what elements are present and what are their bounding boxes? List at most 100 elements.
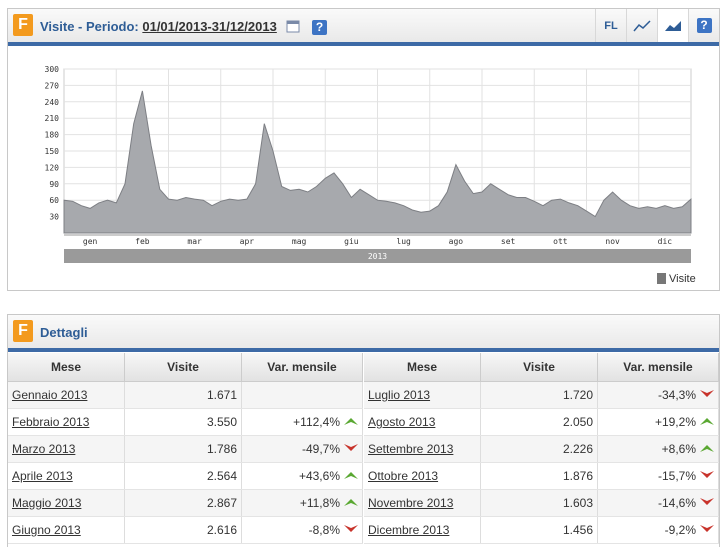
month-link[interactable]: Marzo 2013: [12, 442, 76, 456]
y-tick-label: 240: [45, 98, 60, 107]
var-cell: +11,8%: [241, 489, 363, 517]
trend-down: [700, 390, 714, 397]
trend-down: [700, 525, 714, 532]
x-tick-label: ott: [553, 237, 568, 246]
visits-cell: 1.786: [124, 435, 242, 463]
visits-cell: 1.671: [124, 381, 242, 409]
var-value: +19,2%: [654, 415, 696, 429]
logo: F: [13, 14, 33, 36]
row: Marzo 2013 1.786 -49,7%: [8, 435, 363, 463]
month-link[interactable]: Febbraio 2013: [12, 415, 90, 429]
y-tick-label: 300: [45, 65, 60, 74]
var-value: -15,7%: [657, 469, 696, 483]
fl-button[interactable]: FL: [595, 9, 626, 42]
month-link[interactable]: Luglio 2013: [368, 388, 431, 402]
details-header: F Dettagli: [8, 315, 719, 352]
column-header: Visite: [480, 353, 598, 382]
var-cell: +112,4%: [241, 408, 363, 436]
month-cell: Giugno 2013: [8, 516, 125, 544]
table-left: Mese Visite Var. mensile Gennaio 2013 1.671 F…: [8, 353, 363, 544]
var-cell: -9,2%: [597, 516, 719, 544]
x-tick-label: mag: [292, 237, 307, 246]
help-button[interactable]: ?: [688, 9, 719, 42]
trend-down: [700, 498, 714, 505]
row: Giugno 2013 2.616 -8,8%: [8, 516, 363, 544]
table-right: Mese Visite Var. mensile Luglio 2013 1.720 -3…: [364, 353, 719, 544]
trend-up: [700, 418, 714, 425]
month-cell: Settembre 2013: [364, 435, 481, 463]
row: Dicembre 2013 1.456 -9,2%: [364, 516, 719, 544]
toolbar: FL ?: [595, 9, 719, 42]
month-cell: Gennaio 2013: [8, 381, 125, 409]
period-bar: [64, 249, 691, 263]
month-cell: Luglio 2013: [364, 381, 481, 409]
calendar-icon[interactable]: [286, 19, 300, 33]
trend-up: [700, 445, 714, 452]
visits-cell: 1.603: [480, 489, 598, 517]
var-cell: -34,3%: [597, 381, 719, 409]
area: [63, 90, 692, 234]
visits-cell: 1.720: [480, 381, 598, 409]
month-link[interactable]: Maggio 2013: [12, 496, 82, 510]
month-link[interactable]: Dicembre 2013: [368, 523, 450, 537]
header-row: Mese Visite Var. mensile: [8, 353, 363, 382]
y-tick-label: 180: [45, 131, 60, 140]
y-tick-label: 90: [49, 180, 59, 189]
x-tick-label: gen: [83, 237, 98, 246]
month-cell: Febbraio 2013: [8, 408, 125, 436]
legend-swatch: [657, 273, 666, 284]
var-cell: [241, 381, 363, 409]
details-panel: F Dettagli Mese Visite Var. mensile Gennaio…: [7, 314, 720, 547]
trend-up: [344, 499, 358, 506]
trend-up: [344, 418, 358, 425]
month-cell: Maggio 2013: [8, 489, 125, 517]
help-button[interactable]: ?: [312, 20, 328, 35]
visits-cell: 2.564: [124, 462, 242, 490]
var-value: +43,6%: [298, 469, 340, 483]
x-tick-label: mar: [187, 237, 202, 246]
column-header: Mese: [8, 353, 125, 382]
month-cell: Marzo 2013: [8, 435, 125, 463]
trend-up: [344, 472, 358, 479]
chart-panel: F Visite - Periodo: 01/01/2013-31/12/201…: [7, 8, 720, 291]
visits-cell: 2.867: [124, 489, 242, 517]
month-link[interactable]: Settembre 2013: [368, 442, 454, 456]
row: Aprile 2013 2.564 +43,6%: [8, 462, 363, 490]
legend-label: Visite: [669, 273, 696, 285]
row: Febbraio 2013 3.550 +112,4%: [8, 408, 363, 436]
details-title: Dettagli: [40, 325, 88, 340]
y-tick-label: 60: [49, 196, 59, 205]
month-link[interactable]: Ottobre 2013: [368, 469, 439, 483]
line-button[interactable]: [626, 9, 657, 42]
x-tick-label: giu: [344, 237, 359, 246]
var-value: -14,6%: [657, 496, 696, 510]
var-value: -34,3%: [657, 388, 696, 402]
var-value: -8,8%: [308, 523, 340, 537]
month-link[interactable]: Novembre 2013: [368, 496, 454, 510]
row: Maggio 2013 2.867 +11,8%: [8, 489, 363, 517]
visits-cell: 1.876: [480, 462, 598, 490]
month-link[interactable]: Giugno 2013: [12, 523, 81, 537]
month-cell: Ottobre 2013: [364, 462, 481, 490]
var-cell: -15,7%: [597, 462, 719, 490]
visits-cell: 2.050: [480, 408, 598, 436]
var-cell: +19,2%: [597, 408, 719, 436]
header-row: Mese Visite Var. mensile: [364, 353, 719, 382]
row: Novembre 2013 1.603 -14,6%: [364, 489, 719, 517]
month-link[interactable]: Gennaio 2013: [12, 388, 88, 402]
trend-down: [344, 525, 358, 532]
month-link[interactable]: Agosto 2013: [368, 415, 436, 429]
var-cell: +43,6%: [241, 462, 363, 490]
y-tick-label: 270: [45, 81, 60, 90]
var-value: +11,8%: [299, 496, 340, 510]
x-tick-label: ago: [449, 237, 464, 246]
period-link[interactable]: 01/01/2013-31/12/2013: [142, 19, 277, 34]
column-header: Mese: [364, 353, 481, 382]
month-link[interactable]: Aprile 2013: [12, 469, 73, 483]
visits-cell: 2.226: [480, 435, 598, 463]
area-button[interactable]: [657, 9, 688, 42]
header-title: Visite - Periodo: 01/01/2013-31/12/2013 …: [40, 19, 328, 35]
var-cell: -49,7%: [241, 435, 363, 463]
chart: 30 60 90 120 150 180 210 240 270 300 gen feb mar apr m…: [45, 65, 696, 285]
var-cell: -8,8%: [241, 516, 363, 544]
